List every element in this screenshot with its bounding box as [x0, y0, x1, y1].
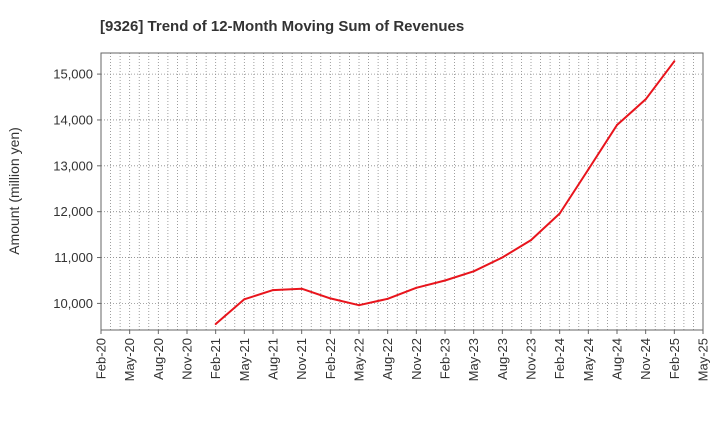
data-point: [530, 239, 532, 242]
x-tick-label: Feb-23: [438, 338, 453, 379]
grid: [101, 53, 703, 330]
data-point: [644, 98, 647, 101]
x-tick-label: Feb-24: [552, 338, 567, 379]
data-point: [472, 270, 475, 273]
data-point: [616, 124, 618, 127]
x-tick-label: Aug-23: [495, 338, 510, 380]
x-tick-label: Nov-21: [294, 338, 309, 380]
x-tick-label: Aug-24: [610, 338, 625, 380]
data-point: [329, 297, 332, 300]
chart-title: [9326] Trend of 12-Month Moving Sum of R…: [100, 18, 464, 35]
x-tick-label: May-24: [581, 338, 596, 381]
x-tick-label: Feb-25: [667, 338, 682, 379]
data-point: [300, 287, 303, 290]
x-axis-ticks: Feb-20 May-20 Aug-20 Nov-20 Feb-21 May-21 Aug-…: [94, 330, 711, 381]
data-point: [358, 304, 360, 307]
data-point: [501, 256, 504, 259]
x-tick-label: Aug-20: [151, 338, 166, 380]
x-tick-label: Aug-22: [380, 338, 395, 380]
x-tick-label: May-23: [466, 338, 481, 381]
x-tick-label: Nov-23: [524, 338, 539, 380]
series-layer: [214, 60, 676, 326]
x-tick-label: Feb-20: [94, 338, 109, 379]
x-tick-label: Nov-20: [180, 338, 195, 380]
data-point: [415, 286, 418, 289]
y-tick-label: 12,000: [53, 204, 93, 219]
data-point: [272, 289, 274, 292]
plot-frame: [100, 52, 704, 331]
data-point: [587, 168, 590, 171]
x-tick-label: Nov-22: [409, 338, 424, 380]
data-point: [444, 279, 446, 282]
y-axis-label: Amount (million yen): [6, 127, 22, 255]
y-tick-label: 11,000: [54, 250, 93, 265]
x-tick-label: May-20: [122, 338, 137, 381]
x-tick-label: Feb-22: [323, 338, 338, 379]
x-tick-label: Nov-24: [638, 338, 653, 380]
data-point: [243, 298, 246, 301]
y-tick-label: 13,000: [53, 158, 93, 173]
data-point: [386, 297, 389, 300]
y-tick-label: 10,000: [53, 296, 93, 311]
x-tick-label: Feb-21: [208, 338, 223, 379]
x-tick-label: May-25: [696, 338, 711, 381]
y-axis-ticks: 10,000 11,000 12,000 13,000 14,000 15,000: [53, 67, 101, 311]
x-tick-label: May-22: [352, 338, 367, 381]
y-tick-label: 14,000: [53, 112, 93, 127]
x-tick-label: Aug-21: [266, 338, 281, 380]
data-point: [558, 212, 561, 215]
x-tick-label: May-21: [237, 338, 252, 381]
data-point: [673, 60, 676, 63]
y-tick-label: 15,000: [53, 67, 93, 82]
data-point: [214, 323, 217, 326]
